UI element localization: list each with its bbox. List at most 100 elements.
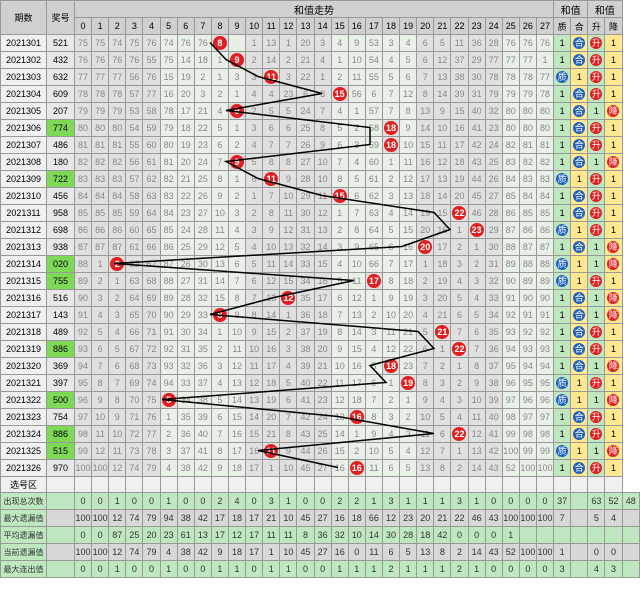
selection-cell[interactable] bbox=[75, 477, 92, 493]
trend-cell: 10 bbox=[246, 341, 263, 358]
selection-cell[interactable] bbox=[502, 477, 519, 493]
red-ball: 22 bbox=[452, 427, 466, 441]
data-row: 2021325515991211737833741817161194426152… bbox=[1, 443, 640, 460]
trend-cell: 72 bbox=[126, 426, 143, 443]
data-row: 2021311958858585596484232710328113012176… bbox=[1, 205, 640, 222]
trend-cell: 22 bbox=[194, 120, 211, 137]
trend-cell: 76 bbox=[143, 69, 160, 86]
trend-cell: 76 bbox=[177, 35, 194, 52]
trend-cell: 45 bbox=[468, 188, 485, 205]
selection-cell[interactable] bbox=[160, 477, 177, 493]
selection-cell[interactable] bbox=[554, 477, 571, 493]
trend-cell: 5 bbox=[211, 120, 228, 137]
selection-cell[interactable] bbox=[605, 477, 622, 493]
stat-cell bbox=[571, 510, 588, 527]
stat-cell: 30 bbox=[382, 527, 399, 544]
trend-cell: 28 bbox=[177, 290, 194, 307]
trend-table: 期数 奖号 和值走势 和值 和值 01234567891011121314151… bbox=[0, 0, 640, 578]
trend-cell: 16 bbox=[263, 341, 280, 358]
trend-cell: 78 bbox=[485, 69, 502, 86]
selection-cell[interactable] bbox=[400, 477, 417, 493]
trend-cell: 13 bbox=[280, 239, 297, 256]
trend-cell: 12 bbox=[109, 460, 126, 477]
trend-cell: 14 bbox=[417, 120, 434, 137]
award-cell: 698 bbox=[47, 222, 75, 239]
jiang-cell: 降 bbox=[605, 103, 622, 120]
trend-cell: 14 bbox=[280, 256, 297, 273]
trend-cell: 77 bbox=[109, 69, 126, 86]
stat-cell: 7 bbox=[554, 510, 571, 527]
trend-cell: 6 bbox=[109, 358, 126, 375]
trend-cell: 67 bbox=[126, 341, 143, 358]
trend-cell: 1 bbox=[451, 443, 468, 460]
trend-cell: 10 bbox=[314, 154, 331, 171]
trend-cell: 7 bbox=[109, 375, 126, 392]
trend-cell: 77 bbox=[485, 52, 502, 69]
selection-cell[interactable] bbox=[228, 477, 245, 493]
trend-cell: 62 bbox=[126, 256, 143, 273]
stat-cell: 43 bbox=[485, 544, 502, 561]
trend-cell: 76 bbox=[502, 35, 519, 52]
selection-cell[interactable] bbox=[434, 477, 451, 493]
trend-cell: 5 bbox=[280, 375, 297, 392]
selection-cell[interactable] bbox=[536, 477, 553, 493]
trend-cell: 69 bbox=[143, 290, 160, 307]
data-row: 2021304609787878577716203214423631556671… bbox=[1, 86, 640, 103]
trend-cell: 76 bbox=[75, 52, 92, 69]
jiang-cell: 1 bbox=[605, 460, 622, 477]
trend-cell: 1 bbox=[400, 392, 417, 409]
selection-cell[interactable] bbox=[485, 477, 502, 493]
trend-cell: 53 bbox=[126, 103, 143, 120]
trend-cell: 55 bbox=[126, 137, 143, 154]
red-ball: 15 bbox=[333, 87, 347, 101]
trend-cell: 7 bbox=[382, 86, 399, 103]
trend-cell: 8 bbox=[468, 358, 485, 375]
trend-cell: 12 bbox=[400, 171, 417, 188]
selection-cell[interactable] bbox=[588, 477, 605, 493]
trend-cell: 5 bbox=[382, 69, 399, 86]
stat-cell: 12 bbox=[228, 527, 245, 544]
selection-cell[interactable] bbox=[177, 477, 194, 493]
trend-cell: 37 bbox=[177, 443, 194, 460]
sheng-cell: 升 bbox=[588, 69, 605, 86]
trend-cell: 64 bbox=[143, 205, 160, 222]
hdr-num-23: 23 bbox=[468, 18, 485, 35]
selection-cell[interactable] bbox=[468, 477, 485, 493]
selection-cell[interactable] bbox=[451, 477, 468, 493]
trend-cell: 13 bbox=[468, 443, 485, 460]
sheng-cell: 升 bbox=[588, 120, 605, 137]
trend-cell: 78 bbox=[160, 103, 177, 120]
award-cell: 521 bbox=[47, 35, 75, 52]
selection-cell[interactable] bbox=[92, 477, 109, 493]
selection-cell[interactable] bbox=[143, 477, 160, 493]
selection-cell[interactable] bbox=[194, 477, 211, 493]
trend-cell: 6 bbox=[417, 52, 434, 69]
selection-cell[interactable] bbox=[297, 477, 314, 493]
trend-cell: 16 bbox=[451, 120, 468, 137]
selection-cell[interactable] bbox=[314, 477, 331, 493]
selection-cell[interactable] bbox=[109, 477, 126, 493]
sheng-cell: 升 bbox=[588, 52, 605, 69]
trend-cell: 29 bbox=[485, 222, 502, 239]
hdr-zhi: 质 bbox=[554, 18, 571, 35]
selection-cell[interactable] bbox=[417, 477, 434, 493]
trend-cell: 63 bbox=[126, 273, 143, 290]
trend-cell: 12 bbox=[400, 86, 417, 103]
selection-cell[interactable] bbox=[47, 477, 75, 493]
selection-cell[interactable] bbox=[246, 477, 263, 493]
he-cell: 1 bbox=[571, 171, 588, 188]
selection-cell[interactable] bbox=[126, 477, 143, 493]
stat-cell: 37 bbox=[554, 493, 571, 510]
selection-cell[interactable] bbox=[519, 477, 536, 493]
selection-cell[interactable] bbox=[280, 477, 297, 493]
selection-cell[interactable] bbox=[348, 477, 365, 493]
selection-cell[interactable] bbox=[263, 477, 280, 493]
selection-cell[interactable] bbox=[571, 477, 588, 493]
sheng-cell: 1 bbox=[588, 103, 605, 120]
selection-cell[interactable] bbox=[382, 477, 399, 493]
trend-cell: 5 bbox=[331, 120, 348, 137]
selection-cell[interactable] bbox=[331, 477, 348, 493]
selection-cell[interactable] bbox=[365, 477, 382, 493]
selection-cell[interactable] bbox=[211, 477, 228, 493]
trend-cell: 31 bbox=[468, 86, 485, 103]
